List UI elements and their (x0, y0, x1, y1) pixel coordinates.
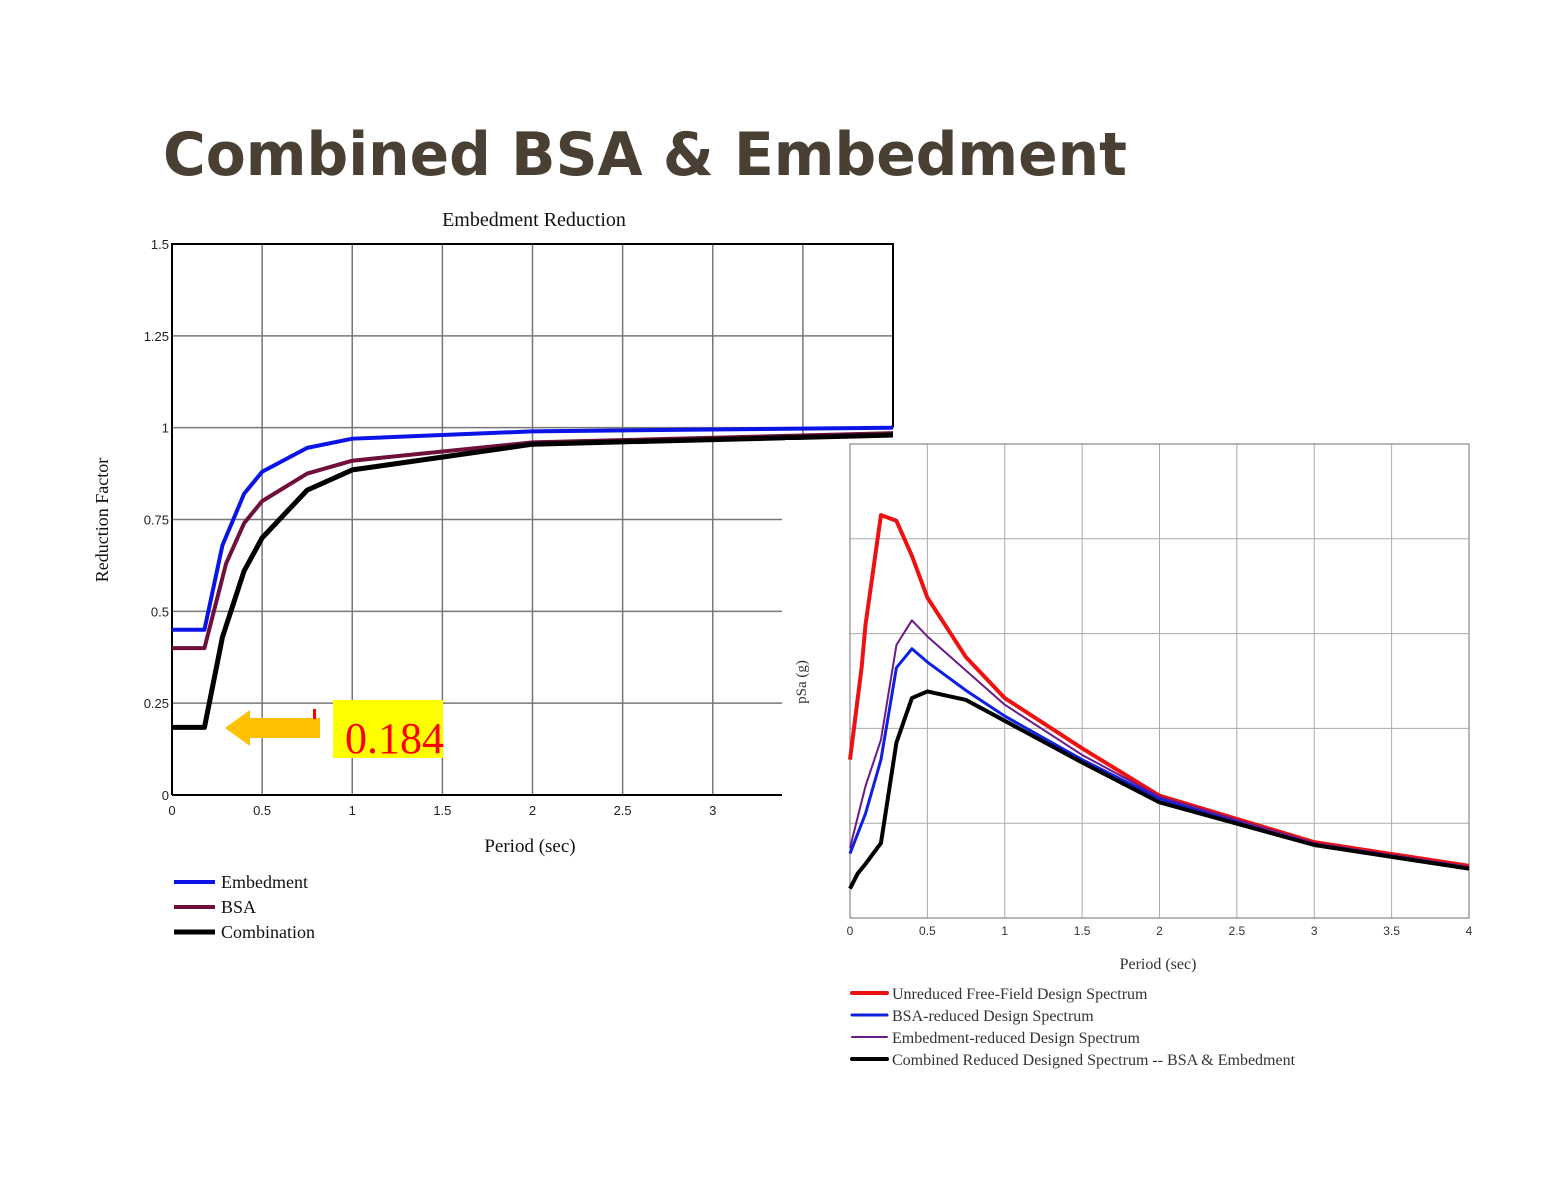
y-tick-label: 0 (162, 788, 169, 803)
y-tick-label: 1.25 (144, 329, 169, 344)
x-tick-label: 2 (1156, 924, 1163, 938)
right-chart-background (785, 440, 1552, 1000)
x-tick-label: 0.5 (919, 924, 936, 938)
x-tick-label: 2 (529, 803, 536, 818)
chart-title: Embedment Reduction (442, 209, 626, 231)
series-line-2 (848, 647, 1470, 870)
annotation-highlight (333, 700, 443, 758)
x-tick-label: 3.5 (1383, 924, 1400, 938)
x-tick-label: 3 (1311, 924, 1318, 938)
x-tick-label: 0 (168, 803, 175, 818)
x-tick-label: 1 (349, 803, 356, 818)
plot-frame (849, 443, 1470, 919)
y-axis-label: pSa (g) (794, 660, 810, 704)
legend-label: Combined Reduced Designed Spectrum -- BS… (892, 1052, 1296, 1069)
series-line-embedment (172, 425, 894, 632)
y-tick-label: 0.25 (144, 696, 169, 711)
x-tick-label: 0 (847, 924, 854, 938)
y-tick-label: 0.75 (144, 513, 169, 528)
right-chart-design-spectrum: 0 0.5 1 1.5 2 2.5 3 3.5 4 Period (sec) pSa (g) Unre… (794, 443, 1473, 1069)
left-arrow-icon (225, 710, 320, 746)
x-tick-label: 2.5 (614, 803, 632, 818)
x-tick-label: 1.5 (433, 803, 451, 818)
series-line-3 (849, 619, 1470, 868)
y-axis-label: Reduction Factor (92, 458, 112, 582)
x-tick-label: 0.5 (253, 803, 271, 818)
x-tick-label: 3 (709, 803, 716, 818)
left-chart-embedment-reduction: 0 0.25 0.5 0.75 1 1.25 1.5 0 0.5 1 1.5 2 2.5 3 Embedme… (92, 209, 894, 942)
legend-label: BSA (221, 897, 256, 917)
y-tick-label: 1 (162, 421, 169, 436)
legend-label: Unreduced Free-Field Design Spectrum (892, 986, 1148, 1003)
legend-label: Combination (221, 922, 315, 942)
series-line-combination (172, 432, 894, 730)
plot-frame (171, 243, 894, 795)
y-tick-label: 1.5 (151, 237, 169, 252)
legend-label: Embedment (221, 872, 308, 892)
x-tick-label: 2.5 (1229, 924, 1246, 938)
legend-label: Embedment-reduced Design Spectrum (892, 1030, 1140, 1047)
x-tick-label: 4 (1466, 924, 1473, 938)
legend-label: BSA-reduced Design Spectrum (892, 1008, 1094, 1025)
x-tick-label: 1 (1001, 924, 1008, 938)
y-tick-label: 0.5 (151, 604, 169, 619)
x-axis-label: Period (sec) (484, 836, 575, 857)
x-axis-label: Period (sec) (1120, 956, 1197, 973)
x-tick-label: 1.5 (1074, 924, 1091, 938)
slide-title: Combined BSA & Embedment (163, 120, 1127, 190)
annotation-value: 0.184 (345, 714, 444, 763)
red-tick-mark (313, 709, 316, 719)
annotation: 0.184 (225, 700, 444, 763)
series-line-bsa (172, 431, 894, 651)
series-line-4 (848, 689, 1470, 890)
